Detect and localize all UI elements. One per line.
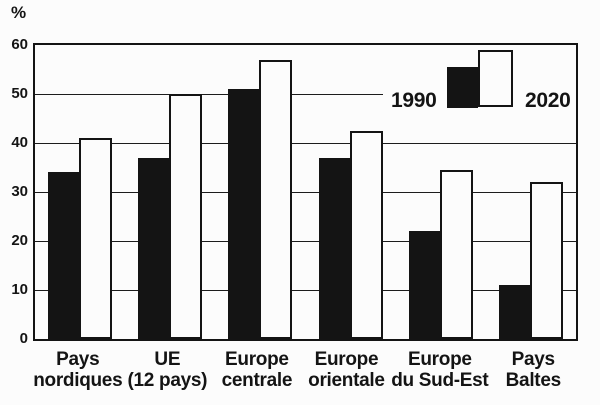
bar-2020-europe-centrale [259,59,293,339]
bar-1990-pays-baltes [498,285,530,339]
bar-2020-europe-du-sud-est [439,169,473,339]
y-tick-label-60: 60 [11,36,28,53]
x-axis-label-pays-nordiques: Pays nordiques [33,349,123,391]
x-axis-label-line: Europe [225,349,289,370]
x-axis-label-line: UE [154,349,181,370]
bar-1990-europe-centrale [228,89,260,339]
bar-2020-europe-orientale [349,130,383,339]
legend-label-1990: 1990 [391,89,437,112]
gridline-20 [35,240,576,242]
gridline-10 [35,289,576,291]
bar-group-pays-nordiques [35,45,125,339]
y-tick-label-20: 20 [11,232,28,249]
legend-label-2020: 2020 [525,89,571,112]
plot-area: 1990 2020 [33,43,578,341]
x-axis-label-line: Europe [408,349,472,370]
gridline-30 [35,191,576,193]
bar-group-europe-centrale [215,45,305,339]
bar-1990-ue-12-pays [138,157,170,339]
x-axis-label-europe-orientale: Europe orientale [302,349,392,391]
bar-group-europe-du-sud-est [396,45,486,339]
legend-swatch-1990 [447,67,478,108]
x-axis-label-line: (12 pays) [127,370,208,391]
x-axis-label-line: Europe [314,349,379,370]
x-axis-label-line: centrale [221,370,293,391]
legend-swatch-2020 [478,50,513,107]
y-tick-label-40: 40 [11,134,28,151]
y-axis-unit-label: % [11,3,27,22]
bar-1990-europe-du-sud-est [408,231,440,339]
bar-2020-pays-nordiques [79,138,113,339]
x-axis-label-line: du Sud-Est [391,370,489,391]
bar-1990-pays-nordiques [48,172,80,339]
x-axis-label-line: orientale [308,370,385,391]
x-axis-label-line: Pays [511,349,555,370]
x-axis-label-europe-du-sud-est: Europe du Sud-Est [391,349,489,391]
x-axis-label-line: Pays [56,349,100,370]
y-tick-label-50: 50 [11,85,28,102]
bar-2020-pays-baltes [529,182,563,339]
y-tick-label-0: 0 [19,330,28,347]
x-axis-label-line: nordiques [33,370,123,391]
x-axis-label-europe-centrale: Europe centrale [212,349,302,391]
x-axis-labels: Pays nordiques UE (12 pays) Europe centrale Eu… [33,349,578,391]
y-tick-label-10: 10 [11,281,28,298]
bars-layer [35,45,576,339]
gridline-50 [35,93,576,95]
bar-1990-europe-orientale [318,157,350,339]
gridline-40 [35,142,576,144]
y-tick-label-30: 30 [11,183,28,200]
x-axis-label-line: Baltes [505,370,562,391]
bar-group-pays-baltes [486,45,576,339]
bar-group-europe-orientale [306,45,396,339]
bar-group-ue-12-pays [125,45,215,339]
x-axis-label-ue-12-pays: UE (12 pays) [123,349,213,391]
x-axis-label-pays-baltes: Pays Baltes [488,349,578,391]
bar-2020-ue-12-pays [169,94,203,339]
